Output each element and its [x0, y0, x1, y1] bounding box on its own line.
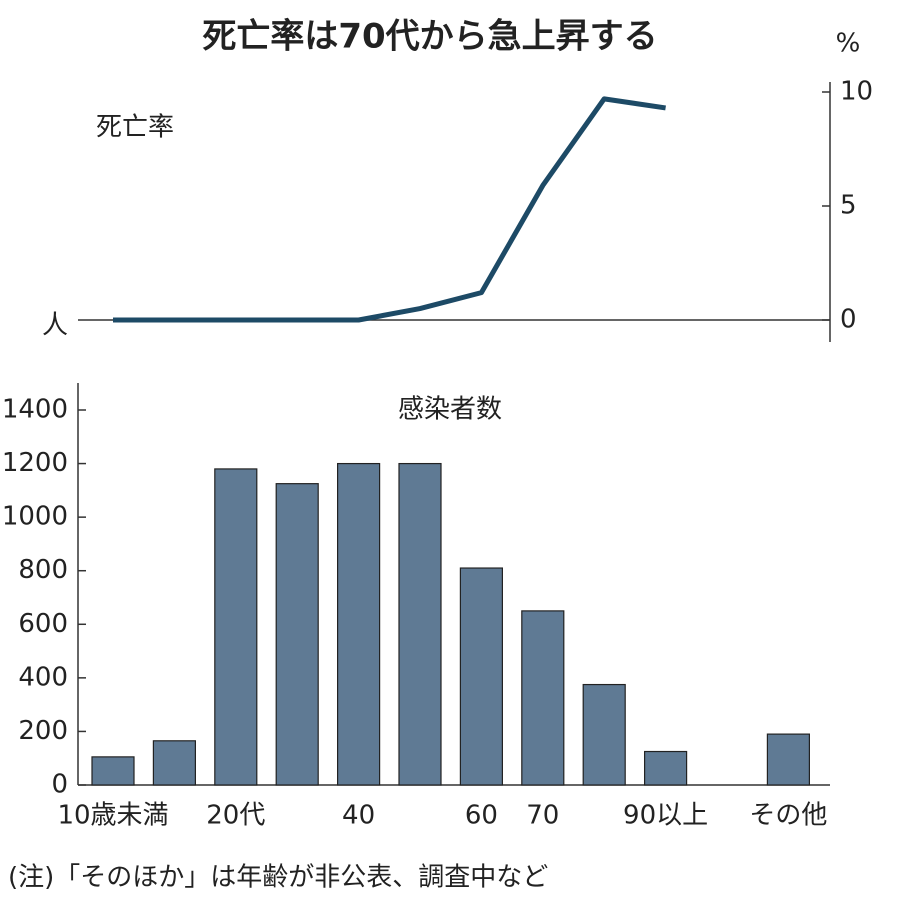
y-tick-label: 600: [18, 609, 68, 639]
bar: [643, 750, 688, 786]
x-tick-label: 10歳未満: [57, 801, 168, 831]
y-tick-label: 800: [18, 555, 68, 585]
y2-tick-label: 10: [840, 77, 873, 107]
bar: [582, 683, 626, 786]
line-label: 死亡率: [96, 113, 174, 143]
x-tick-label: 90以上: [623, 801, 708, 831]
bar: [459, 567, 503, 786]
bar: [214, 468, 258, 786]
bar: [337, 462, 381, 786]
line: [113, 96, 666, 323]
x-tick-label: その他: [749, 801, 827, 831]
bar: [521, 610, 565, 786]
chart-title: 死亡率は70代から急上昇する: [202, 17, 657, 57]
x-tick-label: 40: [342, 801, 375, 831]
x-tick-label: 70: [526, 801, 559, 831]
bar: [152, 740, 196, 786]
y-tick-label: 400: [18, 662, 68, 692]
y-tick-label: 1200: [2, 448, 68, 478]
bar: [275, 483, 319, 786]
bar: [91, 756, 135, 786]
y-tick-label: 1000: [2, 502, 68, 532]
note: (注)「そのほか」は年齢が非公表、調査中など: [8, 863, 548, 893]
bar: [766, 733, 811, 786]
y-tick-label: 200: [18, 716, 68, 746]
y-tick-label: 1400: [2, 395, 68, 425]
y2-unit: %: [836, 29, 861, 59]
y-unit: 人: [42, 311, 68, 341]
bar-label: 感染者数: [398, 395, 502, 425]
y2-tick-label: 0: [840, 305, 857, 335]
x-tick-label: 20代: [206, 801, 265, 831]
x-tick-label: 60: [465, 801, 498, 831]
y-tick-label: 0: [51, 770, 68, 800]
y2-tick-label: 5: [840, 191, 857, 221]
bar: [398, 462, 442, 786]
